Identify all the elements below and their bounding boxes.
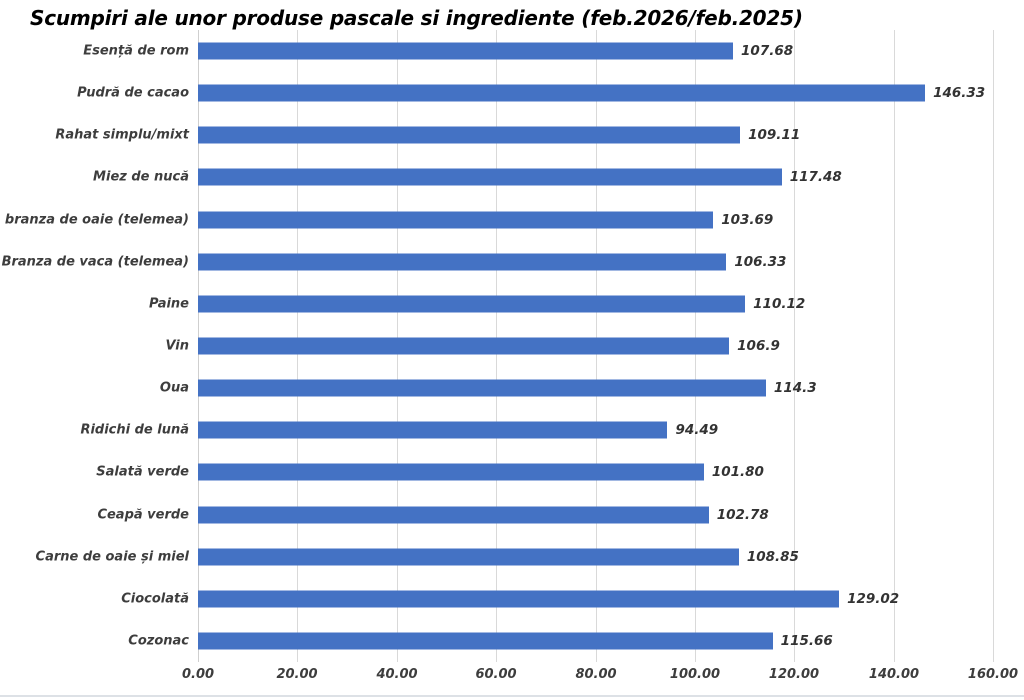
x-axis: 0.00 20.00 40.00 60.00 80.00 100.00 120.00 140.… <box>0 667 1024 687</box>
category-label: Ciocolată <box>121 591 189 607</box>
category-label: Rahat simplu/mixt <box>55 127 189 143</box>
x-tick-label: 120.00 <box>768 667 820 682</box>
value-label: 114.3 <box>773 380 817 397</box>
value-label: 129.02 <box>847 590 900 607</box>
category-label: Ridichi de lună <box>80 422 189 438</box>
category-label: Oua <box>159 380 189 396</box>
x-tick-label: 100.00 <box>669 667 721 682</box>
value-label: 106.9 <box>737 337 780 354</box>
chart-title: Scumpiri ale unor produse pascale si ing… <box>30 6 803 30</box>
bar-row: Ridichi de lună 94.49 <box>80 409 993 451</box>
bar-row: Vin 106.9 <box>165 325 993 367</box>
bar <box>198 590 840 608</box>
category-label: Miez de nucă <box>93 169 189 185</box>
bar-row: Pudră de cacao 146.33 <box>77 72 993 114</box>
category-label: Vin <box>165 338 189 354</box>
x-tick-label: 60.00 <box>475 667 517 682</box>
x-tick-label: 20.00 <box>276 667 318 682</box>
category-label: Paine <box>149 296 189 312</box>
value-label: 115.66 <box>780 632 833 649</box>
bar-row: Oua 114.3 <box>160 367 993 409</box>
gridline <box>993 30 994 662</box>
bar <box>198 548 739 566</box>
bar-row: Ceapă verde 102.78 <box>97 493 993 535</box>
value-label: 108.85 <box>746 548 799 565</box>
bar <box>198 168 782 186</box>
bar-row: Branza de vaca (telemea) 106.33 <box>2 241 993 283</box>
bar <box>198 506 709 524</box>
bar-row: Ciocolată 129.02 <box>121 578 993 620</box>
category-label: Branza de vaca (telemea) <box>1 254 189 270</box>
bar-row: Miez de nucă 117.48 <box>93 156 993 198</box>
bar <box>198 421 668 439</box>
bar <box>198 463 704 481</box>
bar <box>198 126 741 144</box>
category-label: Salată verde <box>96 464 189 480</box>
value-label: 109.11 <box>748 127 801 144</box>
category-label: branza de oaie (telemea) <box>4 212 189 228</box>
value-label: 110.12 <box>753 295 806 312</box>
x-tick-label: 160.00 <box>967 667 1019 682</box>
category-label: Esență de rom <box>83 43 189 59</box>
x-tick-label: 80.00 <box>575 667 617 682</box>
bar <box>198 84 926 102</box>
bar-row: Carne de oaie și miel 108.85 <box>36 536 993 578</box>
x-tick-label: 40.00 <box>376 667 418 682</box>
bar <box>198 632 773 650</box>
value-label: 117.48 <box>789 169 842 186</box>
bar <box>198 42 734 60</box>
value-label: 102.78 <box>716 506 769 523</box>
x-tick-label: 0.00 <box>181 667 215 682</box>
bar-row: Salată verde 101.80 <box>96 451 993 493</box>
category-label: Pudră de cacao <box>77 85 189 101</box>
x-tick-label: 140.00 <box>868 667 920 682</box>
bar-row: Esență de rom 107.68 <box>83 30 993 72</box>
value-label: 94.49 <box>675 422 719 439</box>
value-label: 146.33 <box>933 85 986 102</box>
plot-area: Esență de rom 107.68 Pudră de cacao 146.33 R… <box>2 30 994 662</box>
gridline <box>794 30 795 662</box>
value-label: 106.33 <box>734 253 787 270</box>
bar <box>198 379 766 397</box>
bar-row: Paine 110.12 <box>149 283 993 325</box>
bar-row: Cozonac 115.66 <box>128 620 993 662</box>
category-label: Carne de oaie și miel <box>35 549 189 565</box>
bar <box>198 211 714 229</box>
value-label: 101.80 <box>711 464 764 481</box>
bar <box>198 253 727 271</box>
chart-bottom-border <box>0 695 1024 697</box>
bar <box>198 295 746 313</box>
category-label: Cozonac <box>128 633 189 649</box>
gridline <box>894 30 895 662</box>
category-label: Ceapă verde <box>97 507 189 523</box>
bar-row: Rahat simplu/mixt 109.11 <box>55 114 993 156</box>
bar <box>198 337 730 355</box>
value-label: 107.68 <box>741 43 794 60</box>
value-label: 103.69 <box>721 211 774 228</box>
bar-row: branza de oaie (telemea) 103.69 <box>5 199 993 241</box>
